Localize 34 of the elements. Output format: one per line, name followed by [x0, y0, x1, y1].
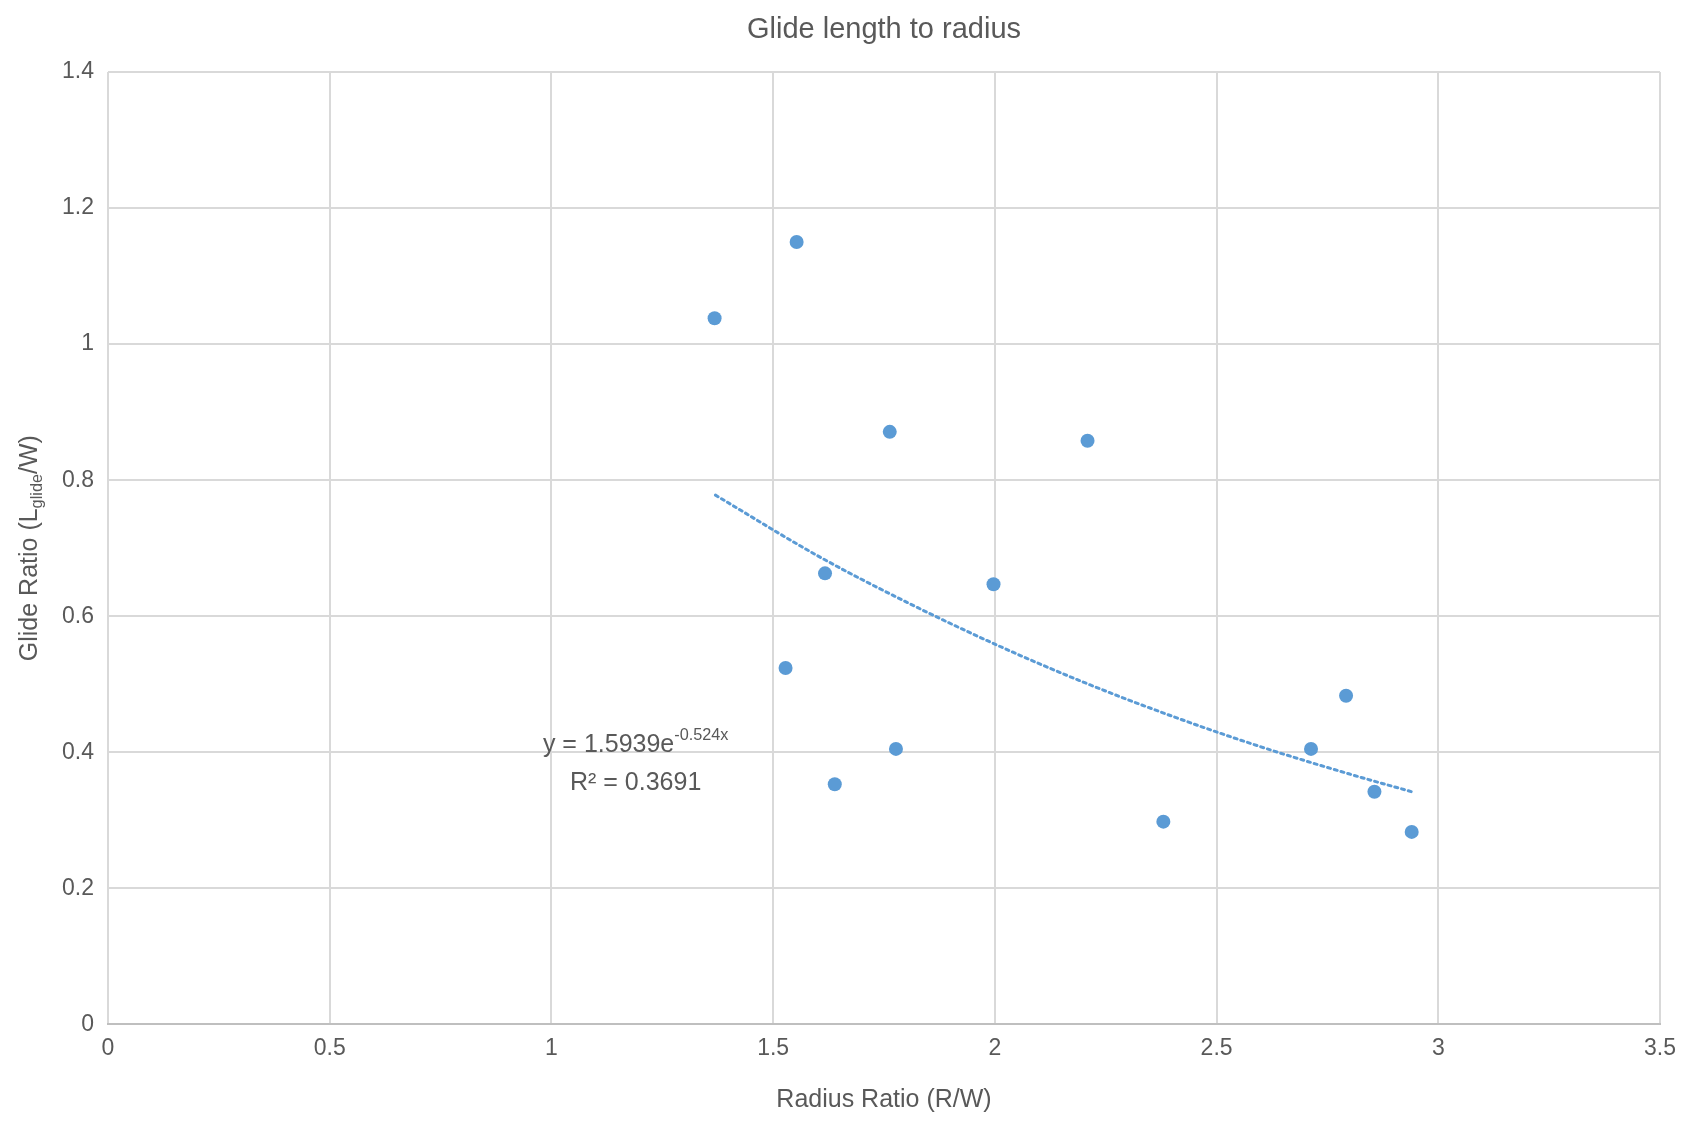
x-axis-title: Radius Ratio (R/W)	[776, 1084, 992, 1113]
x-tick-label: 1.5	[757, 1033, 790, 1060]
point	[888, 741, 903, 756]
point	[827, 777, 842, 792]
point	[1304, 741, 1319, 756]
y-tick-label: 1	[81, 329, 94, 356]
y-axis-title: Glide Ratio (Lglide/W)	[13, 435, 45, 662]
y-tick-label: 0.6	[61, 601, 94, 628]
point	[882, 424, 897, 439]
point	[1080, 433, 1095, 448]
point	[818, 566, 833, 581]
point	[1367, 784, 1382, 799]
point	[1339, 688, 1354, 703]
point	[986, 577, 1001, 592]
point	[1156, 814, 1171, 829]
x-tick-label: 1	[545, 1033, 558, 1060]
chart-title: Glide length to radius	[746, 12, 1022, 44]
annotation: R² = 0.3691	[570, 767, 702, 796]
point	[789, 235, 804, 250]
x-tick-label: 2	[988, 1033, 1002, 1060]
y-tick-label: 0.4	[61, 737, 95, 764]
point	[707, 311, 722, 326]
point	[778, 660, 793, 675]
x-tick-label: 3	[1431, 1033, 1445, 1060]
y-tick-label: 0	[81, 1009, 94, 1036]
point	[1404, 824, 1419, 839]
y-tick-label: 0.2	[61, 873, 94, 900]
y-tick-label: 1.4	[61, 57, 95, 84]
x-tick-label: 3.5	[1644, 1033, 1677, 1060]
x-tick-label: 2.5	[1200, 1033, 1233, 1060]
y-tick-label: 0.8	[61, 465, 94, 492]
y-tick-label: 1.2	[61, 193, 94, 220]
x-tick-label: 0	[101, 1033, 115, 1060]
x-tick-label: 0.5	[313, 1033, 346, 1060]
